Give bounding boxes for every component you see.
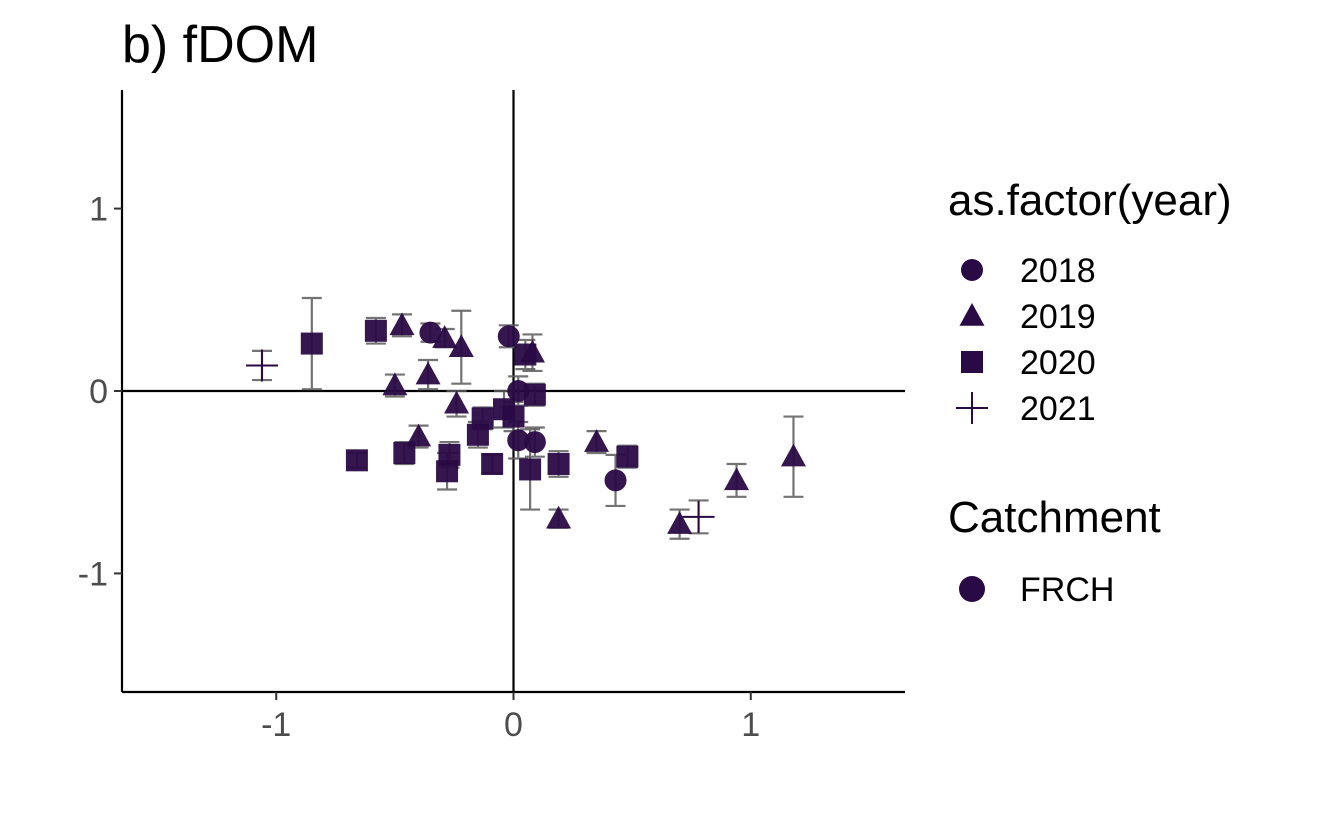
legend: as.factor(year) 2018 2019 2020 2021 Catchment…: [948, 176, 1232, 609]
legend-label-FRCH: FRCH: [1020, 571, 1114, 609]
point-2020: [502, 405, 525, 428]
legend-label-2021: 2021: [1020, 390, 1096, 428]
data-points: [245, 312, 806, 534]
point-2018: [507, 429, 530, 452]
x-tick-label: 0: [504, 706, 523, 744]
point-2018: [523, 431, 546, 454]
point-2020: [300, 332, 323, 355]
point-2019: [667, 511, 693, 534]
point-2020: [364, 319, 387, 342]
point-2018: [419, 321, 442, 344]
legend-key-2020: [961, 351, 983, 373]
chart-title: b) fDOM: [122, 16, 318, 74]
errorbars: [251, 296, 804, 540]
point-2020: [436, 460, 459, 483]
axes: -1 0 1 -1 0 1: [78, 90, 905, 744]
point-2019: [406, 423, 432, 447]
point-2019: [780, 443, 806, 467]
point-2019: [448, 334, 474, 357]
point-2020: [481, 452, 504, 475]
y-tick-label: 0: [89, 373, 108, 411]
point-2020: [616, 445, 639, 468]
point-2020: [523, 383, 546, 406]
point-2019: [389, 312, 415, 336]
legend-title-year: as.factor(year): [948, 176, 1232, 225]
legend-key-2019: [959, 303, 985, 326]
point-2019: [444, 390, 470, 414]
legend-label-2020: 2020: [1020, 344, 1096, 382]
legend-title-catchment: Catchment: [948, 493, 1161, 542]
y-tick-label: -1: [78, 555, 108, 593]
point-2018: [604, 469, 627, 492]
x-tick-label: -1: [261, 706, 291, 744]
point-2020: [519, 458, 542, 481]
point-2019: [382, 372, 408, 396]
point-2020: [345, 449, 368, 472]
point-2019: [584, 429, 610, 452]
point-2019: [546, 505, 572, 529]
x-tick-label: 1: [741, 706, 760, 744]
legend-key-2018: [961, 259, 983, 281]
point-2019: [415, 361, 441, 385]
point-2020: [514, 343, 537, 366]
point-2018: [497, 325, 520, 348]
point-2018: [507, 380, 530, 402]
legend-label-2019: 2019: [1020, 298, 1096, 336]
legend-key-FRCH: [959, 576, 985, 602]
y-tick-label: 1: [89, 191, 108, 229]
point-2020: [471, 407, 494, 430]
legend-key-2021: [956, 392, 988, 424]
point-2019: [432, 325, 458, 348]
legend-label-2018: 2018: [1020, 252, 1096, 290]
point-2020: [393, 442, 416, 465]
point-2020: [547, 452, 570, 475]
point-2021: [682, 500, 715, 533]
point-2021: [245, 349, 278, 382]
point-2019: [724, 467, 750, 491]
